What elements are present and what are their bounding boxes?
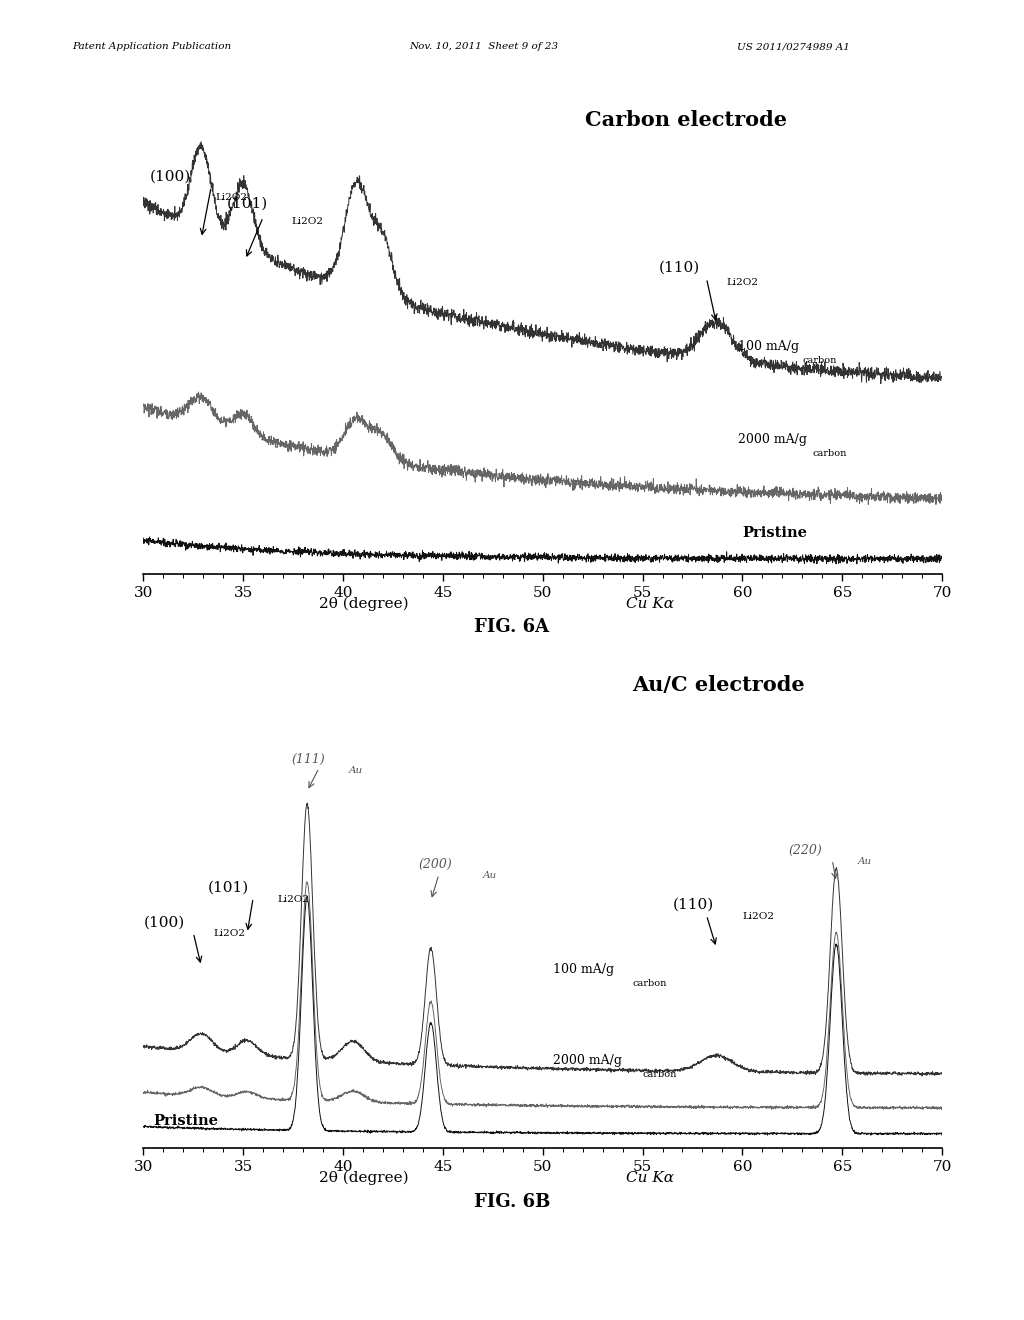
Text: (200): (200) bbox=[419, 858, 453, 871]
Text: (101): (101) bbox=[207, 880, 249, 895]
Text: (110): (110) bbox=[673, 898, 714, 912]
Text: carbon: carbon bbox=[803, 356, 837, 364]
Text: Li2O2: Li2O2 bbox=[291, 218, 324, 226]
Text: 2000 mA/g: 2000 mA/g bbox=[738, 433, 807, 446]
Text: Cu Kα: Cu Kα bbox=[627, 1171, 674, 1185]
Text: (110): (110) bbox=[658, 261, 699, 275]
Text: Pristine: Pristine bbox=[742, 525, 807, 540]
Text: (111): (111) bbox=[291, 752, 325, 766]
Text: 2θ (degree): 2θ (degree) bbox=[318, 1171, 409, 1185]
Text: (100): (100) bbox=[150, 169, 190, 183]
Text: (100): (100) bbox=[143, 916, 184, 929]
Text: Au: Au bbox=[483, 871, 497, 880]
Text: US 2011/0274989 A1: US 2011/0274989 A1 bbox=[737, 42, 850, 51]
Text: Carbon electrode: Carbon electrode bbox=[586, 111, 787, 131]
Text: Li2O2: Li2O2 bbox=[742, 912, 774, 921]
Text: Au/C electrode: Au/C electrode bbox=[632, 675, 805, 694]
Text: FIG. 6A: FIG. 6A bbox=[474, 618, 550, 636]
Text: Li2O2: Li2O2 bbox=[213, 929, 246, 939]
Text: Au: Au bbox=[858, 857, 872, 866]
Text: carbon: carbon bbox=[643, 1069, 677, 1078]
Text: 2000 mA/g: 2000 mA/g bbox=[553, 1055, 622, 1068]
Text: (101): (101) bbox=[227, 197, 268, 211]
Text: (220): (220) bbox=[788, 843, 822, 857]
Text: Cu Kα: Cu Kα bbox=[627, 597, 674, 611]
Text: carbon: carbon bbox=[633, 978, 667, 987]
Text: 100 mA/g: 100 mA/g bbox=[553, 964, 613, 977]
Text: Au: Au bbox=[349, 766, 364, 775]
Text: FIG. 6B: FIG. 6B bbox=[474, 1193, 550, 1212]
Text: Patent Application Publication: Patent Application Publication bbox=[72, 42, 230, 51]
Text: Nov. 10, 2011  Sheet 9 of 23: Nov. 10, 2011 Sheet 9 of 23 bbox=[410, 42, 559, 51]
Text: Pristine: Pristine bbox=[154, 1114, 218, 1127]
Text: 100 mA/g: 100 mA/g bbox=[738, 341, 800, 354]
Text: Li2O2: Li2O2 bbox=[215, 193, 247, 202]
Text: Li2O2: Li2O2 bbox=[726, 279, 759, 288]
Text: Li2O2: Li2O2 bbox=[278, 895, 309, 904]
Text: carbon: carbon bbox=[812, 449, 847, 458]
Text: 2θ (degree): 2θ (degree) bbox=[318, 597, 409, 611]
